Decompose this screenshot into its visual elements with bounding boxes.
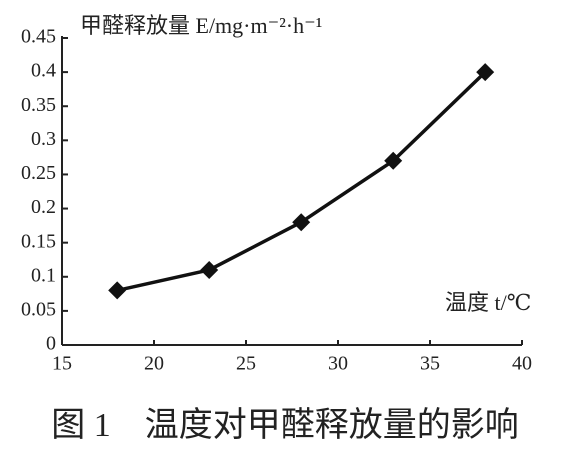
x-tick-label: 30 bbox=[328, 353, 348, 375]
caption: 图 1 温度对甲醛释放量的影响 bbox=[51, 406, 519, 444]
line bbox=[116, 70, 487, 293]
y-tick-label: 0.2 bbox=[31, 196, 56, 218]
y-tick-label: 0.4 bbox=[31, 60, 56, 82]
x-tick-label: 20 bbox=[144, 353, 164, 375]
x-axis-label: 温度 t/℃ bbox=[445, 290, 531, 315]
y-tick-label: 0.05 bbox=[21, 298, 56, 320]
marker bbox=[476, 63, 495, 82]
y-tick-label: 0.35 bbox=[21, 94, 56, 116]
y-tick-label: 0.45 bbox=[21, 26, 56, 48]
marker bbox=[292, 213, 311, 232]
y-tick-label: 0 bbox=[46, 333, 56, 355]
x-tick-label: 25 bbox=[236, 353, 256, 375]
y-axis-label: 甲醛释放量 E/mg·m⁻²·h⁻¹ bbox=[80, 13, 322, 38]
y-tick-label: 0.25 bbox=[21, 162, 56, 184]
x-tick-label: 35 bbox=[420, 353, 440, 375]
x-tick-label: 40 bbox=[512, 353, 532, 375]
x-tick-label: 15 bbox=[52, 353, 72, 375]
marker bbox=[108, 281, 127, 300]
y-tick-label: 0.1 bbox=[31, 264, 56, 286]
marker bbox=[384, 151, 403, 170]
marker bbox=[200, 260, 219, 279]
y-tick-label: 0.15 bbox=[21, 230, 56, 252]
y-tick-label: 0.3 bbox=[31, 128, 56, 150]
